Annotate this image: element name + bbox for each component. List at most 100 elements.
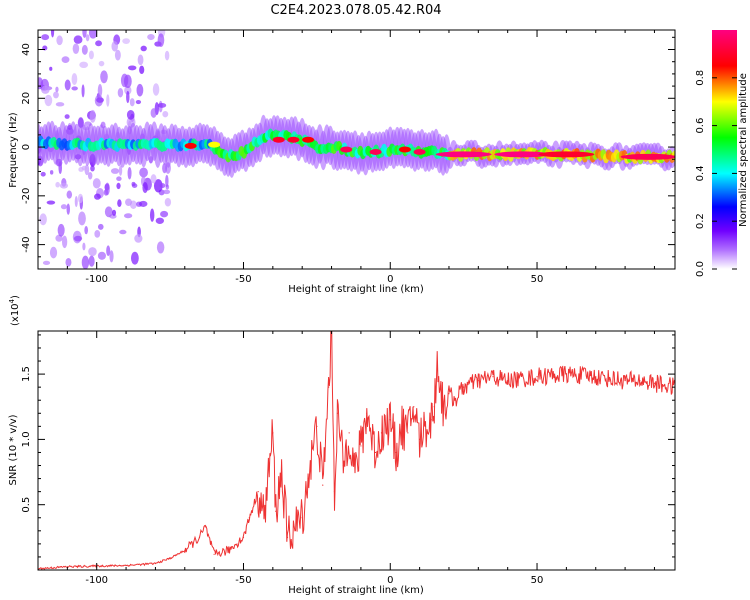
- spectrogram-y-tick-label: -40: [21, 236, 32, 252]
- spectrogram-noise-cell: [139, 200, 148, 207]
- colorbar-tick-label: 0.6: [695, 118, 706, 134]
- spectrogram-noise-cell: [127, 65, 137, 71]
- spectrogram-y-tick-label: 40: [21, 43, 32, 56]
- spectrogram-noise-cell: [41, 85, 50, 94]
- spectrogram-noise-cell: [41, 34, 50, 41]
- spectrogram-noise-cell: [100, 70, 108, 84]
- spectrogram-noise-cell: [94, 230, 101, 238]
- snr-y-tick-label: 1.0: [21, 431, 32, 447]
- snr-point: [169, 557, 171, 559]
- snr-point: [595, 376, 597, 378]
- spectrogram-noise-cell: [149, 208, 155, 222]
- colorbar-label: Normalized spectral amplitude: [738, 73, 749, 227]
- spectrogram-noise-cell: [88, 50, 94, 60]
- snr-point: [154, 562, 157, 565]
- snr-point: [316, 425, 318, 427]
- spectrogram-peak: [287, 136, 300, 143]
- spectrogram-panel: -100 -50 0 50 -40 -20 0 20 40 Height of straight…: [8, 29, 676, 295]
- snr-point: [442, 406, 444, 408]
- spectrogram-peak: [369, 148, 382, 155]
- spectrogram-noise-cell: [81, 255, 90, 269]
- spectrogram-noise-cell: [79, 61, 89, 69]
- spectrogram-noise-cell: [111, 41, 119, 52]
- spectrogram-noise-cell: [118, 165, 123, 176]
- spectrogram-noise-cell: [71, 73, 78, 85]
- spectrogram-noise-cell: [159, 183, 166, 189]
- spectrogram-noise-cell: [55, 102, 65, 107]
- spectrogram-noise-cell: [147, 33, 155, 41]
- spectrogram-noise-cell: [77, 117, 84, 128]
- snr-point: [492, 376, 494, 378]
- spectrogram-noise-cell: [60, 204, 68, 210]
- snr-point: [322, 484, 324, 486]
- spectrogram-noise-cell: [125, 198, 132, 206]
- spectrogram-noise-cell: [126, 109, 135, 120]
- spectrogram-noise-cell: [164, 197, 172, 207]
- spectrogram-noise-cell: [61, 235, 68, 249]
- spectrogram-noise-cell: [155, 217, 165, 224]
- spectrogram-noise-cell: [156, 241, 165, 254]
- spectrogram-noise-cell: [66, 203, 70, 215]
- colorbar-tick-label: 0.4: [695, 165, 706, 181]
- spectrogram-noise-cell: [94, 193, 101, 200]
- spectrogram-noise-cell: [81, 84, 85, 98]
- spectrogram-noise-cell: [164, 50, 170, 61]
- spectrogram-noise-cell: [162, 110, 169, 118]
- snr-point: [374, 451, 377, 454]
- spectrogram-noise-cell: [55, 86, 59, 93]
- spectrogram-noise-cell: [134, 234, 143, 243]
- snr-point: [389, 419, 391, 421]
- snr-point: [354, 471, 356, 473]
- snr-y-tick-label: 1.5: [21, 366, 32, 382]
- snr-x-tick-label: -100: [85, 575, 108, 586]
- spectrogram-noise-cell: [137, 54, 144, 66]
- spectrogram-noise-cell: [38, 77, 44, 90]
- spectrogram-peak: [620, 153, 675, 160]
- snr-point: [333, 491, 336, 493]
- spectrogram-peak: [272, 136, 285, 143]
- snr-point: [463, 386, 465, 388]
- spectrogram-noise-cell: [49, 246, 58, 259]
- spectrogram-noise-cell: [153, 179, 163, 193]
- spectrogram-noise-cell: [123, 74, 132, 89]
- spectrogram-noise-cell: [66, 190, 73, 199]
- spectrogram-noise-cell: [64, 79, 71, 91]
- snr-point: [301, 517, 303, 519]
- spectrogram-noise-cell: [81, 165, 88, 171]
- snr-point: [281, 471, 283, 473]
- spectrogram-noise-cell: [109, 250, 114, 263]
- spectrogram-noise-cell: [106, 94, 110, 107]
- spectrogram-x-tick-label: -100: [85, 274, 108, 285]
- spectrogram-noise-cell: [136, 83, 144, 97]
- spectrogram-peak: [302, 136, 315, 143]
- spectrogram-noise-cell: [71, 86, 78, 91]
- spectrogram-y-axis-label: Frequency (Hz): [8, 112, 19, 188]
- spectrogram-noise-cell: [55, 181, 60, 188]
- spectrogram-noise-cell: [65, 257, 72, 267]
- spectrogram-x-tick-label: 0: [387, 274, 393, 285]
- snr-point: [248, 517, 250, 519]
- snr-point: [336, 412, 339, 414]
- snr-point: [507, 380, 509, 382]
- snr-x-tick-label: 50: [531, 575, 544, 586]
- spectrogram-noise-cell: [40, 171, 46, 177]
- spectrogram-noise-cell: [97, 83, 103, 98]
- spectrogram-peak: [435, 151, 492, 158]
- snr-point: [401, 425, 403, 427]
- spectrogram-noise-cell: [135, 99, 142, 105]
- spectrogram-x-axis-label: Height of straight line (km): [288, 284, 424, 295]
- spectrogram-noise-cell: [162, 163, 168, 174]
- spectrogram-noise-cell: [110, 168, 120, 174]
- spectrogram-noise-cell: [131, 183, 138, 188]
- snr-point: [433, 406, 435, 408]
- spectrogram-noise-cell: [119, 229, 127, 235]
- colorbar-tick-label: 0.2: [695, 213, 706, 229]
- snr-x-axis-label: Height of straight line (km): [288, 585, 424, 596]
- spectrogram-noise-cell: [87, 171, 93, 180]
- spectrogram-noise-cell: [53, 91, 59, 99]
- spectrogram-noise-cell: [139, 65, 145, 75]
- spectrogram-noise-cell: [122, 38, 130, 44]
- snr-point: [204, 526, 206, 528]
- snr-point: [263, 517, 265, 519]
